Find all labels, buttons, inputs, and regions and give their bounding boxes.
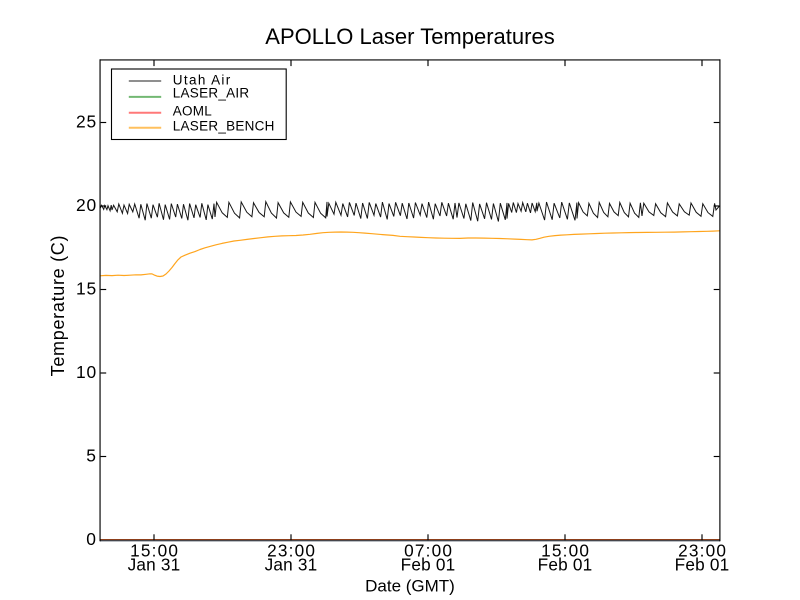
svg-text:23:00: 23:00 (678, 541, 727, 561)
svg-text:Feb 01: Feb 01 (538, 555, 593, 575)
svg-text:LASER_BENCH: LASER_BENCH (173, 119, 275, 134)
svg-text:15: 15 (76, 278, 97, 298)
svg-text:Utah Air: Utah Air (173, 72, 232, 87)
svg-text:15:00: 15:00 (541, 541, 590, 561)
svg-text:23:00: 23:00 (267, 541, 316, 561)
svg-text:APOLLO Laser Temperatures: APOLLO Laser Temperatures (265, 24, 554, 49)
svg-text:Feb 01: Feb 01 (401, 555, 456, 575)
svg-text:5: 5 (86, 445, 96, 465)
svg-text:15:00: 15:00 (130, 541, 179, 561)
svg-text:25: 25 (76, 111, 97, 131)
svg-text:Date (GMT): Date (GMT) (365, 576, 455, 595)
svg-text:Temperature (C): Temperature (C) (48, 235, 68, 377)
svg-text:Feb 01: Feb 01 (675, 555, 730, 575)
svg-text:0: 0 (86, 529, 96, 549)
svg-text:10: 10 (76, 362, 97, 382)
svg-text:AOML: AOML (173, 104, 213, 119)
svg-text:Jan 31: Jan 31 (265, 555, 318, 575)
svg-text:20: 20 (76, 195, 97, 215)
svg-text:Jan 31: Jan 31 (128, 555, 181, 575)
svg-text:LASER_AIR: LASER_AIR (173, 86, 250, 101)
svg-text:07:00: 07:00 (404, 541, 453, 561)
